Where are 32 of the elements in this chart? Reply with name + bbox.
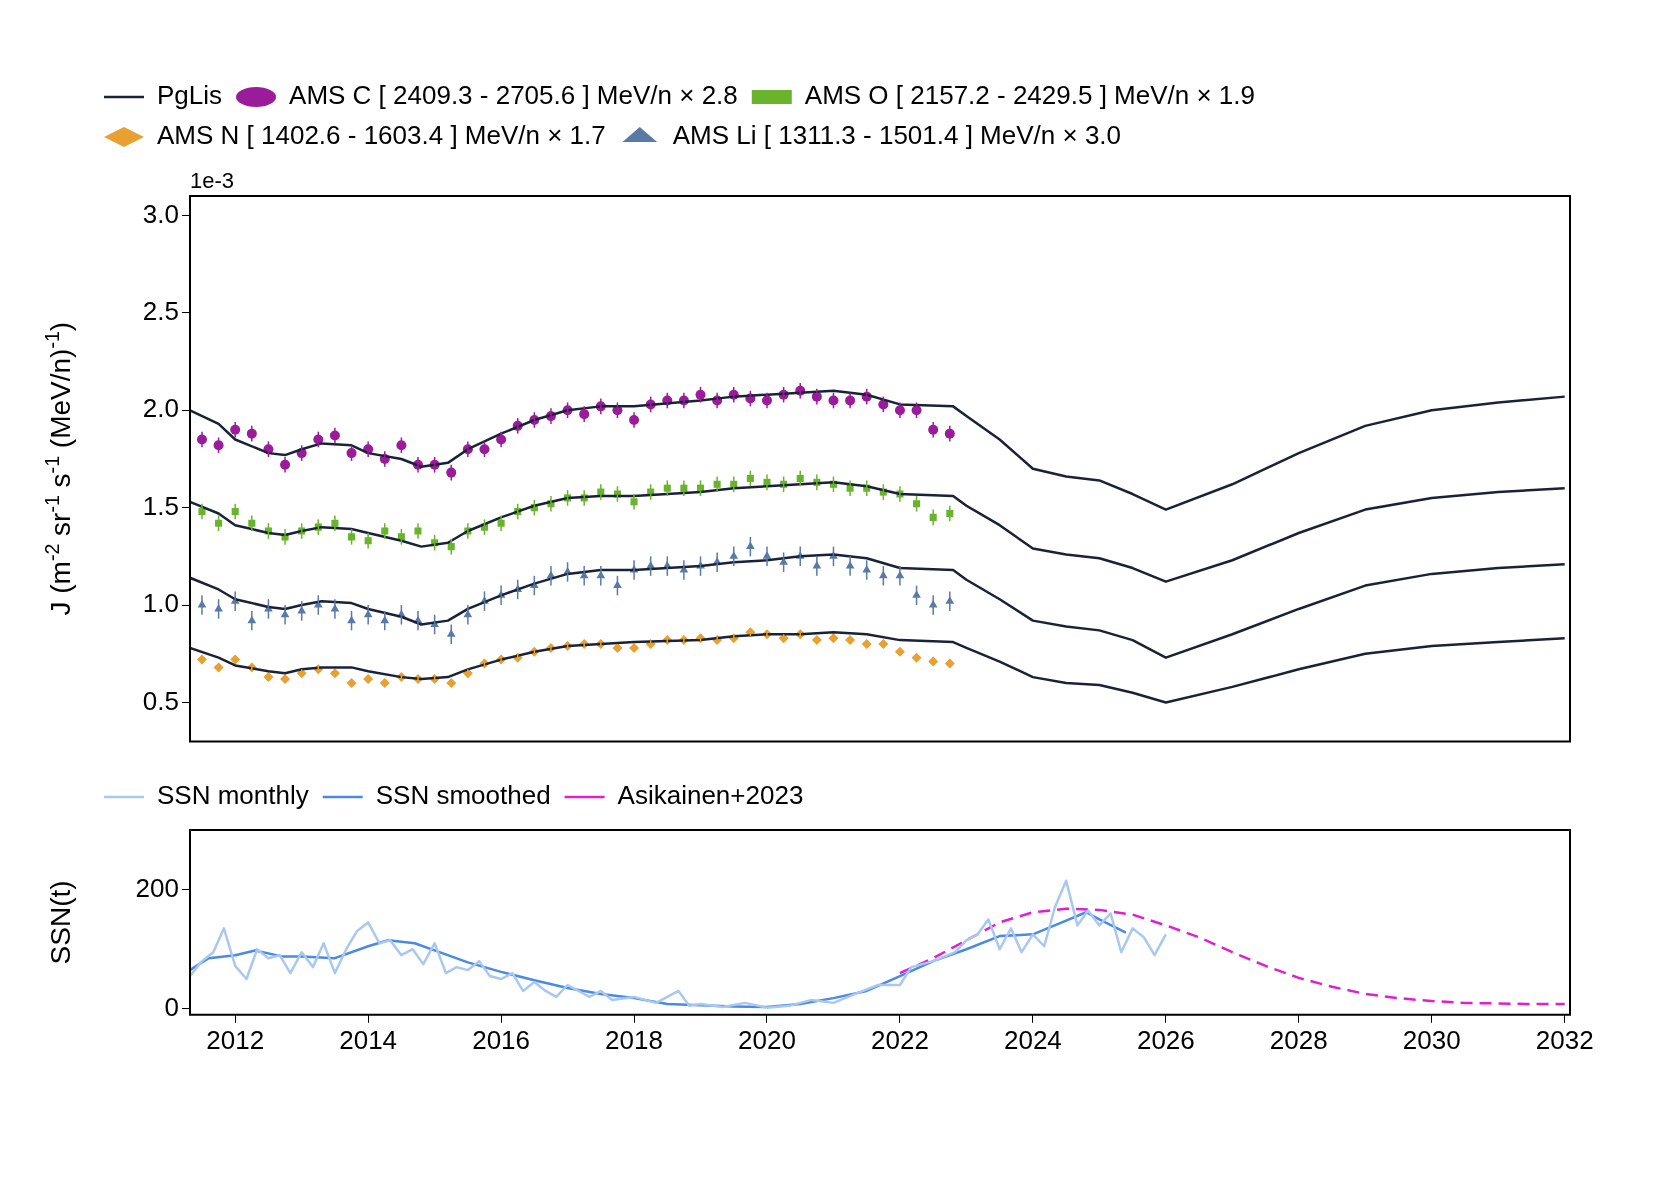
y-axis-title: SSN(t) [45,880,76,965]
x-tick-label: 2016 [472,1024,531,1055]
y-tick-label: 0.5 [142,685,179,716]
y-tick-label: 2.0 [142,393,179,424]
y-tick-label: 200 [135,872,179,903]
x-tick-label: 2018 [605,1024,663,1055]
legend-label: PgLis [157,80,223,111]
x-tick-label: 2022 [871,1024,929,1055]
x-tick-label: 2028 [1269,1024,1328,1055]
legend-label: SSN monthly [157,780,309,811]
x-tick-label: 2012 [206,1024,265,1055]
legend-label: Asikainen+2023 [617,780,804,811]
line-series [898,907,1566,1006]
legend-label: AMS O [ 2157.2 - 2429.5 ] MeV/n × 1.9 [804,80,1255,111]
legend-label: SSN smoothed [375,780,551,811]
y-tick-label: 1.0 [142,588,179,619]
y-tick-label: 2.5 [142,296,179,327]
x-tick-label: 2014 [339,1024,398,1055]
x-tick-label: 2030 [1402,1024,1461,1055]
legend-label: AMS C [ 2409.3 - 2705.6 ] MeV/n × 2.8 [289,80,738,111]
legend-label: AMS Li [ 1311.3 - 1501.4 ] MeV/n × 3.0 [672,120,1122,151]
y-tick-label: 3.0 [142,198,179,229]
x-tick-label: 2020 [738,1024,796,1055]
text: 1e-3 [190,168,235,193]
y-tick-label: 1.5 [142,490,179,521]
x-tick-label: 2026 [1136,1024,1195,1055]
point [414,527,422,535]
text: J (m-2 sr-1 s-1 (MeV/n)-1) [40,321,76,616]
y-tick-label: 0 [164,992,179,1023]
x-tick-label: 2024 [1003,1024,1062,1055]
x-tick-label: 2032 [1535,1024,1594,1055]
legend-label: AMS N [ 1402.6 - 1603.4 ] MeV/n × 1.7 [157,120,606,151]
